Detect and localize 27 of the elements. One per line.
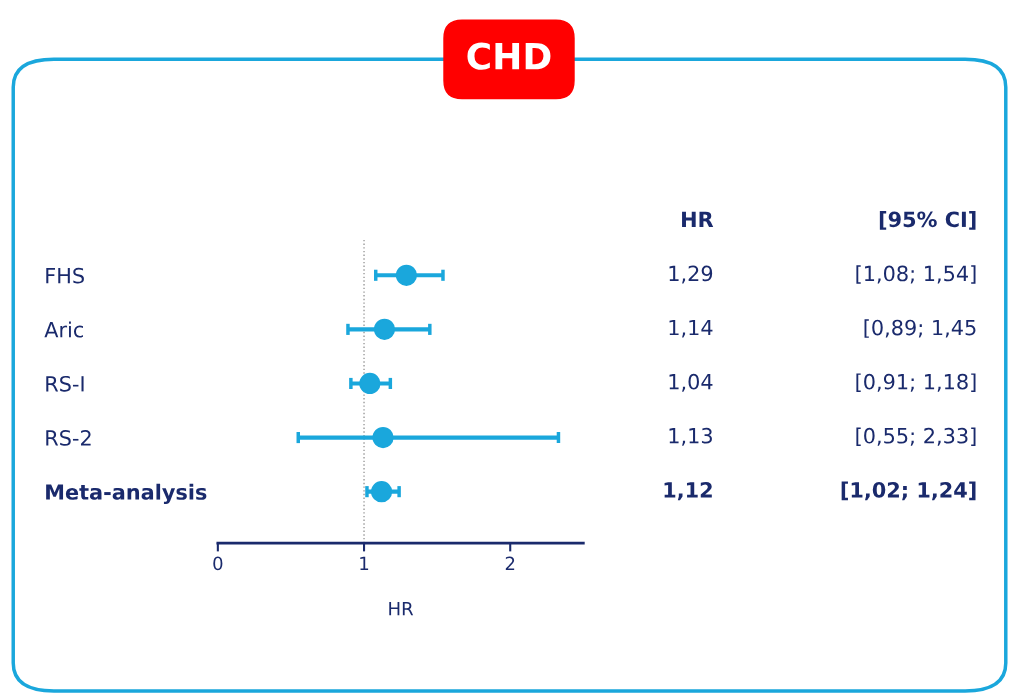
- data-label: 1,04: [669, 373, 713, 392]
- data-label: 1,14: [669, 319, 713, 338]
- data-label: 1,29: [669, 265, 713, 284]
- point: [395, 264, 418, 286]
- text: [0,55; 2,33]: [856, 427, 976, 447]
- x-axis-title: HR: [389, 602, 414, 616]
- text: [95% CI]: [879, 211, 976, 230]
- point: [359, 372, 381, 395]
- y-tick-label: FHS: [46, 267, 84, 284]
- y-tick-label: Aric: [44, 321, 84, 338]
- data-label: 1,12: [664, 481, 712, 501]
- point: [372, 426, 394, 449]
- text: [0,89; 1,45: [864, 319, 976, 338]
- text: [1,02; 1,24]: [841, 481, 976, 501]
- chart-title: CHD: [467, 42, 551, 70]
- text: [0,91; 1,18]: [856, 373, 976, 392]
- y-tick-label: RS-I: [46, 375, 84, 392]
- x-tick-label: 1: [360, 556, 369, 570]
- text: [1,08; 1,54]: [856, 265, 976, 284]
- y-tick-label: RS-2: [46, 430, 91, 446]
- x-tick-label: 0: [213, 556, 223, 571]
- data-label: 1,13: [669, 427, 712, 446]
- text: HR: [682, 211, 714, 227]
- point: [370, 481, 393, 503]
- y-tick-label: Meta-analysis: [46, 483, 207, 505]
- point: [373, 318, 396, 340]
- x-tick-label: 2: [505, 556, 515, 570]
